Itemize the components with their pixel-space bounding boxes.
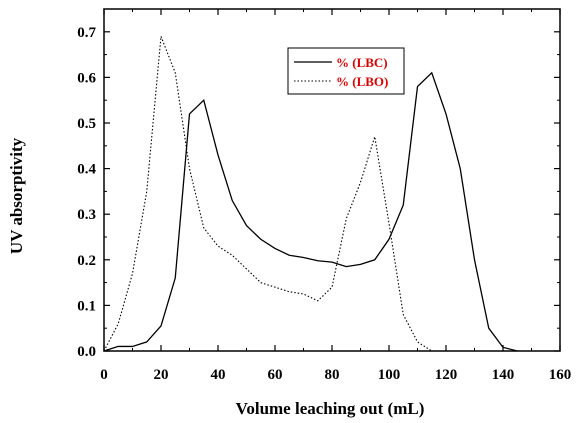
x-tick-label: 60 bbox=[268, 367, 283, 383]
x-tick-label: 80 bbox=[325, 367, 340, 383]
y-tick-label: 0.2 bbox=[77, 253, 96, 269]
legend-label-1: % (LBC) bbox=[336, 55, 388, 70]
y-tick-label: 0.7 bbox=[77, 25, 96, 41]
y-tick-label: 0.5 bbox=[77, 116, 96, 132]
y-tick-label: 0.1 bbox=[77, 298, 96, 314]
x-tick-label: 140 bbox=[492, 367, 515, 383]
y-tick-label: 0.4 bbox=[77, 162, 96, 178]
x-tick-label: 100 bbox=[378, 367, 401, 383]
series-layer bbox=[103, 36, 518, 352]
series-line-1 bbox=[103, 71, 518, 352]
y-tick-label: 0.6 bbox=[77, 70, 96, 86]
series-line-2 bbox=[103, 36, 433, 352]
legend-label-2: % (LBO) bbox=[336, 74, 388, 89]
y-tick-label: 0.0 bbox=[77, 344, 96, 360]
legend-box bbox=[287, 47, 405, 95]
x-tick-label: 160 bbox=[549, 367, 572, 383]
x-tick-label: 20 bbox=[154, 367, 169, 383]
x-tick-label: 120 bbox=[435, 367, 458, 383]
x-tick-label: 0 bbox=[100, 367, 108, 383]
x-tick-label: 40 bbox=[211, 367, 226, 383]
y-axis: 0.0 0.1 0.2 0.3 0.4 0.5 0.6 0.7 bbox=[77, 25, 560, 360]
x-axis: 0 20 40 60 80 100 120 140 160 bbox=[100, 9, 571, 383]
x-axis-label: Volume leaching out (mL) bbox=[236, 399, 425, 418]
y-tick-label: 0.3 bbox=[77, 207, 96, 223]
y-axis-label: UV absorptivity bbox=[7, 137, 26, 254]
legend: % (LBC) % (LBO) bbox=[287, 47, 405, 95]
